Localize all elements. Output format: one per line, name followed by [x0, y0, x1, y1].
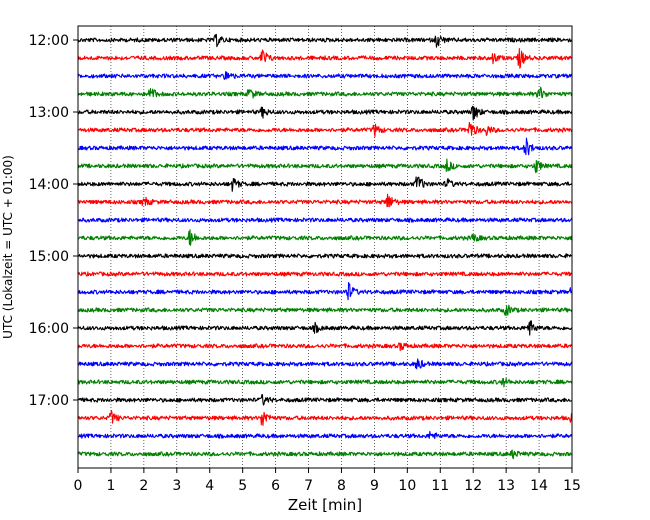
x-tick-label: 7	[304, 478, 313, 494]
x-tick-label: 12	[464, 478, 482, 494]
x-tick-label: 2	[139, 478, 148, 494]
x-tick-label: 1	[106, 478, 115, 494]
y-tick-label: 14:00	[29, 177, 69, 193]
trace-line	[77, 176, 573, 192]
x-tick-label: 4	[205, 478, 214, 494]
x-tick-label: 0	[74, 478, 83, 494]
x-axis-label: Zeit [min]	[288, 496, 362, 514]
trace-line	[77, 394, 573, 406]
y-axis-label: UTC (Lokalzeit = UTC + 01:00)	[1, 155, 15, 339]
trace-line	[77, 33, 573, 48]
x-tick-label: 11	[431, 478, 449, 494]
plot-frame	[77, 25, 573, 469]
x-tick-label: 13	[497, 478, 515, 494]
x-tick-label: 5	[238, 478, 247, 494]
trace-line	[77, 282, 573, 301]
trace-line	[77, 137, 573, 156]
trace-line	[77, 193, 573, 208]
y-tick-label: 17:00	[29, 393, 69, 409]
trace-line	[77, 430, 573, 440]
trace-line	[77, 449, 573, 460]
y-tick-label: 15:00	[29, 249, 69, 265]
x-grid	[110, 26, 540, 468]
trace-line	[77, 358, 573, 370]
x-tick-label: 3	[172, 478, 181, 494]
trace-line	[77, 377, 573, 388]
trace-line	[77, 86, 573, 99]
y-tick-label: 16:00	[29, 321, 69, 337]
trace-line	[77, 229, 573, 246]
trace-line	[77, 271, 573, 277]
trace-line	[77, 320, 573, 336]
trace-line	[77, 409, 573, 426]
x-tick-label: 15	[563, 478, 581, 494]
trace-line	[77, 71, 573, 80]
trace-line	[77, 48, 573, 69]
x-tick-label: 6	[271, 478, 280, 494]
trace-line	[77, 121, 572, 138]
trace-line	[77, 304, 573, 316]
x-tick-label: 14	[530, 478, 548, 494]
trace-line	[77, 105, 573, 121]
x-axis: 0 1 2 3 4 5 6 7 8 9 10 11 12 13 14 15	[74, 468, 581, 494]
x-tick-label: 8	[337, 478, 346, 494]
trace-line	[77, 158, 573, 174]
x-tick-label: 9	[370, 478, 379, 494]
trace-series	[77, 33, 573, 460]
trace-line	[77, 342, 573, 352]
y-tick-label: 12:00	[29, 33, 69, 49]
y-axis: 12:00 13:00 14:00 15:00 16:00 17:00	[29, 33, 78, 409]
y-tick-label: 13:00	[29, 105, 69, 121]
trace-line	[77, 217, 573, 223]
x-tick-label: 10	[398, 478, 416, 494]
trace-line	[77, 253, 573, 259]
